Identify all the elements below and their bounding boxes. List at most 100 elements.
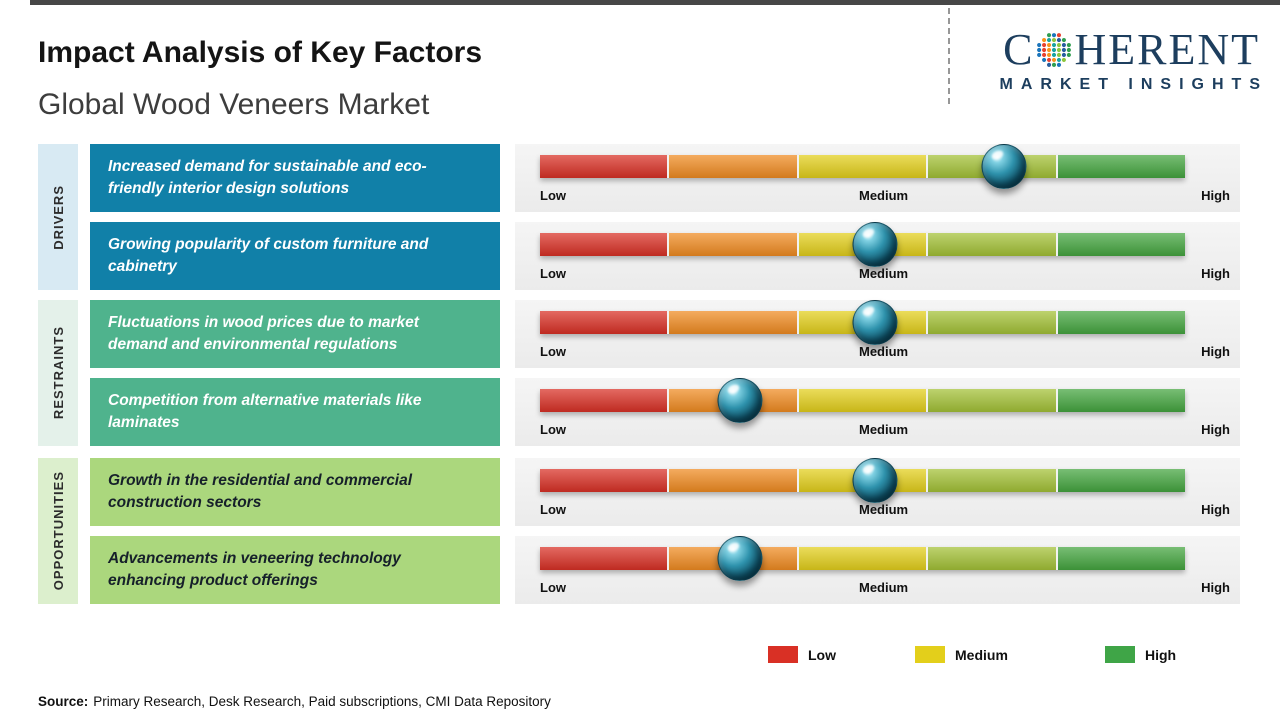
- impact-scale-bar: [540, 536, 1186, 581]
- scale-label-high: High: [1201, 188, 1230, 203]
- scale-labels: Low Medium High: [540, 266, 1230, 281]
- scale-label-medium: Medium: [858, 188, 909, 203]
- page-title: Impact Analysis of Key Factors: [38, 36, 483, 69]
- top-border-rule: [30, 0, 1280, 5]
- factor-text: Advancements in veneering technology enh…: [108, 549, 401, 589]
- scale-segment-low: [540, 311, 668, 334]
- scale-segment-low: [540, 469, 668, 492]
- scale-label-low: Low: [540, 502, 566, 517]
- legend-item-high: High: [1105, 646, 1176, 663]
- source-note: Source: Primary Research, Desk Research, …: [38, 694, 551, 709]
- scale-segment-mid-high: [928, 389, 1056, 412]
- impact-marker: [852, 458, 898, 503]
- legend: Low Medium High: [0, 646, 1280, 668]
- impact-row-panel-5: Low Medium High: [515, 458, 1240, 526]
- factor-text: Increased demand for sustainable and eco…: [108, 157, 427, 197]
- category-strip-opportunities: OPPORTUNITIES: [38, 458, 78, 604]
- legend-label-low: Low: [808, 646, 836, 663]
- legend-item-medium: Medium: [915, 646, 1008, 663]
- impact-marker: [852, 222, 898, 267]
- category-label-drivers: DRIVERS: [50, 184, 66, 250]
- source-prefix: Source:: [38, 694, 89, 709]
- scale-segment-mid-high: [928, 469, 1056, 492]
- legend-swatch-high: [1105, 646, 1135, 663]
- factor-text: Competition from alternative materials l…: [108, 391, 422, 431]
- scale-label-low: Low: [540, 266, 566, 281]
- scale-segment-medium: [798, 155, 927, 178]
- impact-scale-bar: [540, 300, 1186, 345]
- logo-letters-herent: HERENT: [1074, 25, 1260, 74]
- scale-label-medium: Medium: [858, 266, 909, 281]
- scale-label-high: High: [1201, 502, 1230, 517]
- factor-text: Fluctuations in wood prices due to marke…: [108, 313, 419, 353]
- scale-segment-high: [1057, 233, 1186, 256]
- scale-segment-low: [540, 547, 668, 570]
- scale-label-low: Low: [540, 422, 566, 437]
- scale-segment-high: [1057, 389, 1186, 412]
- brand-logo: C HERENT MARKET INSIGHTS: [940, 28, 1260, 94]
- scale-label-high: High: [1201, 344, 1230, 359]
- scale-segment-medium: [798, 547, 927, 570]
- impact-row-panel-6: Low Medium High: [515, 536, 1240, 604]
- globe-dots-icon: [1037, 33, 1072, 67]
- factor-box-opportunity-1: Growth in the residential and commercial…: [90, 458, 500, 526]
- scale-segment-low-mid: [669, 311, 797, 334]
- factor-box-driver-2: Growing popularity of custom furniture a…: [90, 222, 500, 290]
- scale-labels: Low Medium High: [540, 422, 1230, 437]
- impact-marker: [852, 300, 898, 345]
- scale-segment-low: [540, 389, 668, 412]
- scale-label-medium: Medium: [858, 344, 909, 359]
- page-subtitle: Global Wood Veneers Market: [38, 88, 430, 121]
- scale-label-high: High: [1201, 422, 1230, 437]
- category-strip-restraints: RESTRAINTS: [38, 300, 78, 446]
- source-text: Primary Research, Desk Research, Paid su…: [93, 694, 551, 709]
- impact-scale-bar: [540, 222, 1186, 267]
- scale-segment-high: [1057, 547, 1186, 570]
- category-label-restraints: RESTRAINTS: [50, 326, 66, 420]
- scale-segment-high: [1057, 311, 1186, 334]
- impact-scale-bar: [540, 378, 1186, 423]
- impact-marker: [717, 536, 763, 581]
- impact-row-panel-1: Low Medium High: [515, 144, 1240, 212]
- impact-scale-bar: [540, 144, 1186, 189]
- legend-swatch-low: [768, 646, 798, 663]
- scale-segment-low: [540, 155, 668, 178]
- scale-label-low: Low: [540, 188, 566, 203]
- logo-tagline: MARKET INSIGHTS: [999, 76, 1268, 93]
- factor-box-restraint-2: Competition from alternative materials l…: [90, 378, 500, 446]
- factor-text: Growth in the residential and commercial…: [108, 471, 413, 511]
- scale-segment-low-mid: [669, 469, 797, 492]
- factor-box-driver-1: Increased demand for sustainable and eco…: [90, 144, 500, 212]
- scale-segment-low-mid: [669, 155, 797, 178]
- legend-label-high: High: [1145, 646, 1177, 663]
- impact-scale-bar: [540, 458, 1186, 503]
- impact-marker: [981, 144, 1027, 189]
- header-divider: [948, 8, 950, 104]
- impact-row-panel-2: Low Medium High: [515, 222, 1240, 290]
- scale-label-low: Low: [540, 580, 566, 595]
- impact-row-panel-4: Low Medium High: [515, 378, 1240, 446]
- scale-label-high: High: [1201, 266, 1230, 281]
- scale-label-medium: Medium: [858, 422, 909, 437]
- scale-labels: Low Medium High: [540, 344, 1230, 359]
- logo-letter-c: C: [1003, 25, 1035, 74]
- scale-segment-mid-high: [928, 311, 1056, 334]
- factor-box-opportunity-2: Advancements in veneering technology enh…: [90, 536, 500, 604]
- scale-label-low: Low: [540, 344, 566, 359]
- factor-box-restraint-1: Fluctuations in wood prices due to marke…: [90, 300, 500, 368]
- impact-marker: [717, 378, 763, 423]
- scale-segment-high: [1057, 469, 1186, 492]
- scale-label-medium: Medium: [858, 502, 909, 517]
- scale-labels: Low Medium High: [540, 580, 1230, 595]
- scale-segment-mid-high: [928, 233, 1056, 256]
- scale-label-medium: Medium: [858, 580, 909, 595]
- impact-row-panel-3: Low Medium High: [515, 300, 1240, 368]
- scale-labels: Low Medium High: [540, 188, 1230, 203]
- brand-logo-wordmark: C HERENT: [940, 28, 1260, 72]
- legend-swatch-medium: [915, 646, 945, 663]
- category-label-opportunities: OPPORTUNITIES: [50, 471, 66, 591]
- legend-label-medium: Medium: [955, 646, 1008, 663]
- scale-segment-mid-high: [928, 547, 1056, 570]
- scale-labels: Low Medium High: [540, 502, 1230, 517]
